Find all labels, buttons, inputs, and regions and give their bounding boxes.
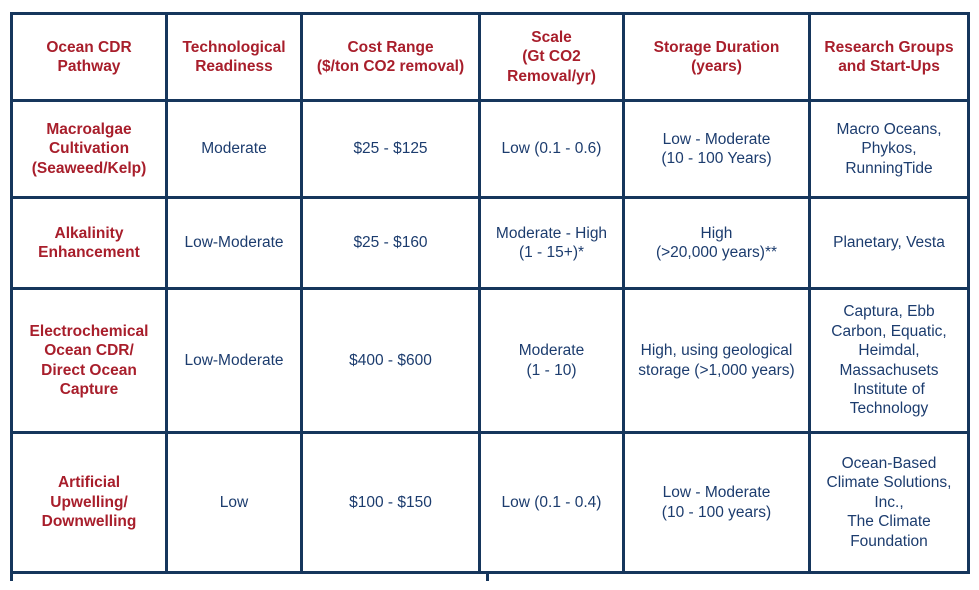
- table-row-artificial-upwelling: Artificial Upwelling/ Downwelling Low $1…: [10, 431, 970, 574]
- cell-r3-scale: Moderate (1 - 10): [478, 287, 625, 434]
- cell-r2-research-groups: Planetary, Vesta: [808, 196, 970, 290]
- cell-r1-pathway: Macroalgae Cultivation (Seaweed/Kelp): [10, 99, 168, 199]
- table-row-alkalinity: Alkalinity Enhancement Low-Moderate $25 …: [10, 196, 970, 290]
- cell-r4-research-groups: Ocean-Based Climate Solutions, Inc., The…: [808, 431, 970, 574]
- cell-r4-pathway: Artificial Upwelling/ Downwelling: [10, 431, 168, 574]
- header-storage-duration: Storage Duration (years): [622, 12, 811, 102]
- cell-r2-pathway: Alkalinity Enhancement: [10, 196, 168, 290]
- cell-r4-readiness: Low: [165, 431, 303, 574]
- header-technological-readiness: Technological Readiness: [165, 12, 303, 102]
- cell-r1-scale: Low (0.1 - 0.6): [478, 99, 625, 199]
- cell-r3-readiness: Low-Moderate: [165, 287, 303, 434]
- ocean-cdr-table: Ocean CDR Pathway Technological Readines…: [10, 12, 970, 574]
- cell-r2-cost-range: $25 - $160: [300, 196, 481, 290]
- table-row-macroalgae: Macroalgae Cultivation (Seaweed/Kelp) Mo…: [10, 99, 970, 199]
- table-header-row: Ocean CDR Pathway Technological Readines…: [10, 12, 970, 102]
- cell-r2-storage-duration: High (>20,000 years)**: [622, 196, 811, 290]
- cell-r3-storage-duration: High, using geological storage (>1,000 y…: [622, 287, 811, 434]
- cell-r2-scale: Moderate - High (1 - 15+)*: [478, 196, 625, 290]
- table-row-electrochemical: Electrochemical Ocean CDR/ Direct Ocean …: [10, 287, 970, 434]
- cell-r4-cost-range: $100 - $150: [300, 431, 481, 574]
- header-cost-range: Cost Range ($/ton CO2 removal): [300, 12, 481, 102]
- cell-r1-research-groups: Macro Oceans, Phykos, RunningTide: [808, 99, 970, 199]
- cell-r3-research-groups: Captura, Ebb Carbon, Equatic, Heimdal, M…: [808, 287, 970, 434]
- cell-r1-cost-range: $25 - $125: [300, 99, 481, 199]
- border-tail-left: [10, 571, 13, 581]
- cell-r3-pathway: Electrochemical Ocean CDR/ Direct Ocean …: [10, 287, 168, 434]
- cell-r1-readiness: Moderate: [165, 99, 303, 199]
- header-ocean-cdr-pathway: Ocean CDR Pathway: [10, 12, 168, 102]
- cell-r3-cost-range: $400 - $600: [300, 287, 481, 434]
- cell-r4-scale: Low (0.1 - 0.4): [478, 431, 625, 574]
- cell-r4-storage-duration: Low - Moderate (10 - 100 years): [622, 431, 811, 574]
- border-tail-mid: [486, 571, 489, 581]
- header-scale: Scale (Gt CO2 Removal/yr): [478, 12, 625, 102]
- header-research-groups: Research Groups and Start-Ups: [808, 12, 970, 102]
- cell-r1-storage-duration: Low - Moderate (10 - 100 Years): [622, 99, 811, 199]
- cell-r2-readiness: Low-Moderate: [165, 196, 303, 290]
